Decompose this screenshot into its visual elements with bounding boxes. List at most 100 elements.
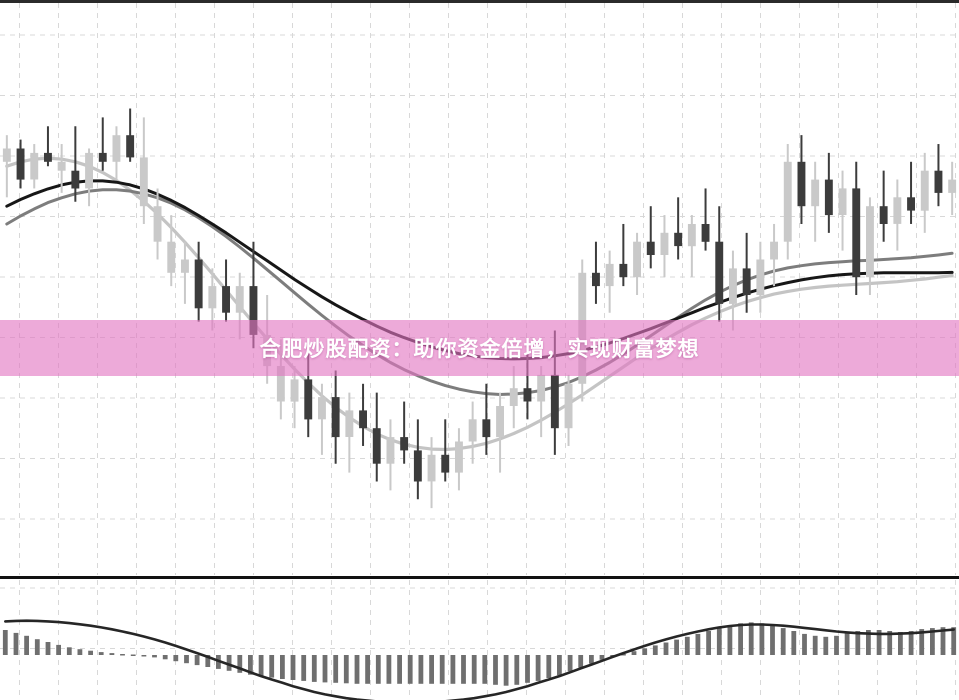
candle-body (345, 410, 354, 437)
macd-bar (120, 654, 125, 656)
macd-bar (194, 655, 200, 666)
candle-body (742, 268, 751, 295)
candle-body (2, 148, 11, 162)
macd-bar (333, 655, 339, 683)
macd-bar (365, 655, 370, 684)
candle-body (249, 286, 258, 335)
candle-body (455, 441, 463, 473)
candlestick-series (2, 108, 957, 509)
macd-bar (802, 633, 807, 655)
candle-body (441, 454, 450, 473)
macd-bar (844, 632, 850, 655)
macd-bar (322, 655, 328, 683)
candle-body (167, 241, 176, 273)
candle-body (85, 152, 93, 189)
macd-bar (514, 655, 520, 685)
macd-bar (269, 655, 275, 678)
macd-bar (407, 655, 413, 684)
panel-separator (0, 575, 959, 580)
macd-chart-svg (0, 580, 959, 700)
macd-bar (908, 631, 914, 655)
macd-bar (482, 655, 488, 684)
macd-bar (578, 655, 584, 668)
macd-bar (280, 655, 285, 679)
macd-bar (237, 655, 243, 673)
candle-body (729, 268, 737, 304)
macd-bar (727, 625, 733, 655)
candle-body (181, 259, 189, 273)
macd-bar (226, 655, 232, 671)
promo-banner-text: 合肥炒股配资：助你资金倍增，实现财富梦想 (259, 337, 700, 361)
macd-bar (88, 650, 93, 655)
macd-bar (152, 655, 157, 658)
macd-bar (898, 632, 903, 655)
macd-bar (34, 639, 40, 655)
candle-body (222, 286, 230, 313)
candle-body (496, 406, 504, 438)
macd-bar (2, 630, 8, 655)
macd-bar (471, 655, 477, 684)
macd-bar (184, 655, 189, 664)
macd-bar (919, 629, 925, 655)
candle-body (866, 206, 874, 278)
macd-bar (248, 655, 253, 675)
candle-body (564, 383, 573, 429)
macd-bar (162, 655, 168, 660)
macd-bar (301, 655, 307, 681)
macd-bar (791, 631, 797, 655)
candle-body (550, 374, 559, 429)
candle-body (413, 450, 422, 482)
candle-body (16, 148, 25, 180)
price-chart-panel (0, 3, 959, 577)
macd-bar (493, 655, 498, 685)
candle-body (893, 197, 902, 224)
candle-body (57, 161, 66, 171)
candle-body (783, 161, 792, 242)
candle-body (811, 179, 820, 207)
candle-body (605, 263, 614, 287)
macd-bar (375, 655, 381, 684)
macd-bar (141, 655, 147, 657)
macd-bar (599, 655, 605, 660)
macd-bar (45, 642, 51, 655)
macd-bar (652, 645, 658, 655)
candle-body (879, 206, 888, 224)
macd-bar (354, 655, 360, 684)
macd-bar (887, 631, 893, 655)
candle-body (194, 259, 203, 309)
candle-body (482, 419, 491, 438)
candle-body (290, 379, 299, 402)
candle-body (756, 259, 765, 295)
macd-bar (812, 635, 818, 655)
candle-body (468, 419, 477, 442)
macd-bar (450, 655, 456, 684)
candle-body (523, 388, 532, 402)
ma-mid-line (5, 188, 954, 396)
macd-bar (834, 635, 839, 655)
macd-bar (642, 648, 648, 655)
candle-body (824, 179, 833, 216)
candle-body (235, 286, 244, 313)
candle-body (715, 241, 724, 304)
candle-body (112, 135, 121, 162)
candle-body (948, 179, 957, 193)
macd-bar (855, 631, 861, 655)
macd-bar (525, 655, 530, 683)
candle-body (331, 397, 340, 438)
macd-bar (418, 655, 424, 684)
grid-lines (0, 3, 959, 577)
macd-bar (748, 622, 754, 655)
candle-body (537, 374, 546, 402)
macd-bar (13, 632, 19, 655)
macd-bar (631, 651, 637, 655)
macd-bar (621, 654, 626, 656)
candle-body (139, 157, 148, 207)
macd-bar (77, 649, 83, 655)
macd-bar (311, 655, 317, 682)
candle-body (646, 241, 655, 255)
macd-bar (130, 654, 136, 656)
macd-bar (716, 628, 722, 655)
macd-bar (706, 631, 711, 655)
top-border-rule (0, 0, 959, 3)
macd-indicator-panel (0, 580, 959, 700)
